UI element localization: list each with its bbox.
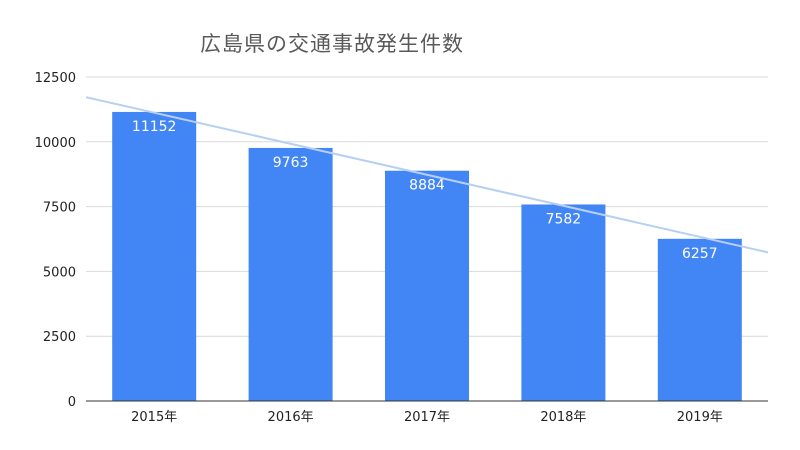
bar (112, 111, 197, 402)
data-label: 11152 (132, 119, 177, 135)
x-tick-label: 2016年 (268, 410, 314, 425)
trendline-layer (85, 96, 769, 254)
y-tick-label: 5000 (43, 265, 76, 280)
y-tick-label: 12500 (35, 71, 76, 86)
bar (248, 147, 333, 401)
y-tick-label: 2500 (43, 330, 76, 345)
y-tick-label: 0 (68, 395, 76, 410)
data-labels: 11152 9763 8884 7582 6257 (132, 119, 718, 262)
x-tick-label: 2017年 (404, 410, 450, 425)
bar (385, 170, 469, 401)
data-label: 9763 (273, 155, 309, 171)
bar (521, 204, 606, 401)
data-label: 7582 (546, 211, 582, 227)
chart-title: 広島県の交通事故発生件数 (200, 32, 464, 56)
y-tick-label: 10000 (35, 136, 76, 151)
x-tick-label: 2015年 (131, 410, 177, 425)
bars (112, 111, 742, 402)
x-tick-label: 2019年 (677, 410, 723, 425)
bar (657, 238, 742, 401)
axes: 0 2500 5000 7500 10000 12500 2015年 2016年 2017年 20… (35, 71, 768, 425)
trendline (85, 96, 769, 254)
data-label: 8884 (409, 178, 445, 194)
x-tick-label: 2018年 (540, 410, 586, 425)
y-tick-label: 7500 (43, 201, 76, 216)
data-label: 6257 (682, 246, 718, 262)
